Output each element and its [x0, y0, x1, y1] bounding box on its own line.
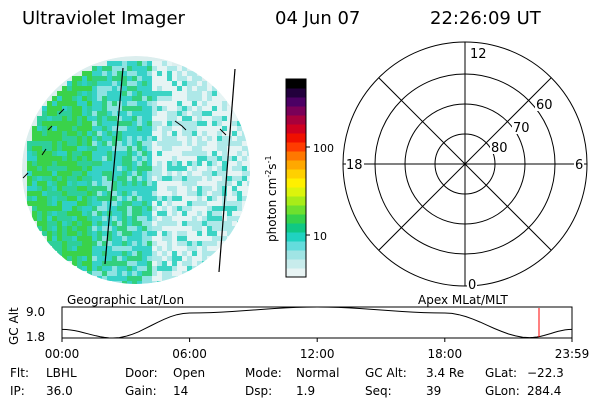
label-backing [574, 157, 584, 171]
colorbar-cell [286, 169, 306, 179]
coastline-segment [219, 128, 227, 136]
status-key: GC Alt: [365, 366, 407, 380]
intensity-colorbar: 100 10 photon cm-2s-1 [264, 78, 334, 278]
coastline-segment [22, 172, 29, 179]
status-key: Gain: [125, 384, 157, 398]
disk-pixels [22, 56, 250, 284]
time-tick-label: 12:00 [300, 347, 335, 361]
instrument-title: Ultraviolet Imager [22, 8, 186, 29]
colorbar-cell [286, 79, 306, 89]
colorbar-cell [286, 160, 306, 170]
polar-labels: 12 18 6 0 60 70 80 [346, 47, 584, 293]
mlat-label-70: 70 [513, 121, 530, 136]
colorbar-tick-label: 100 [313, 142, 334, 155]
mlt-label-6: 6 [575, 158, 583, 173]
time-tick-label: 18:00 [428, 347, 463, 361]
coastline-segment [47, 125, 53, 131]
colorbar-cell [286, 223, 306, 233]
status-key: Mode: [245, 366, 282, 380]
colorbar-cell [286, 88, 306, 98]
status-value: 39 [426, 384, 441, 398]
colorbar-cell [286, 142, 306, 152]
colorbar-cell [286, 97, 306, 107]
uv-earth-image [22, 56, 250, 284]
label-backing [346, 157, 364, 171]
status-value: Open [173, 366, 205, 380]
time-tick-label: 00:00 [45, 347, 80, 361]
label-backing [490, 140, 509, 154]
colorbar-cell [286, 115, 306, 125]
coastline-segment [174, 120, 187, 131]
coastline-segment [41, 148, 47, 156]
label-backing [535, 97, 554, 111]
orbit-y-min-label: 1.8 [26, 330, 45, 344]
orbit-plot-frame [61, 306, 573, 339]
status-key: IP: [10, 384, 25, 398]
colorbar-cell [286, 259, 306, 269]
colorbar-cell [286, 106, 306, 116]
colorbar-cell [286, 232, 306, 242]
time-axis-ticks: 00:00 06:00 12:00 18:00 23:59 [45, 338, 590, 361]
colorbar-cell [286, 241, 306, 251]
mlt-label-18: 18 [346, 158, 363, 173]
time-tick-label: 06:00 [172, 347, 207, 361]
status-value: 1.9 [296, 384, 315, 398]
status-value: 36.0 [46, 384, 73, 398]
orbit-right-label: Apex MLat/MLT [418, 293, 508, 307]
colorbar-unit-label: photon cm-2s-1 [264, 155, 279, 242]
status-value: 14 [173, 384, 188, 398]
label-backing [467, 278, 477, 291]
altitude-curve [61, 306, 573, 339]
colorbar-cell [286, 187, 306, 197]
colorbar-cell [286, 178, 306, 188]
status-value: 284.4 [527, 384, 561, 398]
orbit-y-max-label: 9.0 [26, 305, 45, 319]
status-key: Door: [125, 366, 158, 380]
status-panel: Flt: LBHL Door: Open Mode: Normal GC Alt: 3.4 R… [10, 366, 564, 398]
observation-date: 04 Jun 07 [275, 8, 360, 29]
colorbar-cell [286, 196, 306, 206]
status-key: Dsp: [245, 384, 272, 398]
mlt-label-0: 0 [468, 278, 476, 293]
meridian-line [104, 67, 124, 265]
colorbar-cell [286, 205, 306, 215]
colorbar-frame [285, 78, 307, 278]
observation-time: 22:26:09 UT [430, 8, 542, 29]
mlat-label-80: 80 [491, 141, 508, 156]
mlt-label-12: 12 [470, 47, 487, 62]
mlat-label-60: 60 [536, 98, 553, 113]
mlt-meridian [378, 77, 552, 251]
status-value: LBHL [46, 366, 77, 380]
colorbar-tick-label: 10 [313, 230, 327, 243]
meridian-line [218, 68, 236, 273]
status-value: 3.4 Re [426, 366, 464, 380]
status-value: Normal [296, 366, 339, 380]
colorbar-cell [286, 250, 306, 260]
status-value: −22.3 [527, 366, 564, 380]
time-tick-label: 23:59 [555, 347, 590, 361]
colorbar-cell [286, 151, 306, 161]
label-backing [512, 120, 531, 134]
orbit-y-axis-label: GC Alt [7, 307, 21, 345]
colorbar-cell [286, 268, 306, 278]
status-key: Seq: [365, 384, 392, 398]
colorbar-cell [286, 214, 306, 224]
status-key: GLon: [485, 384, 520, 398]
polar-grid [342, 41, 588, 287]
colorbar-cell [286, 124, 306, 134]
orbit-left-label: Geographic Lat/Lon [67, 293, 184, 307]
status-key: GLat: [485, 366, 517, 380]
orbit-altitude-plot: Geographic Lat/Lon Apex MLat/MLT GC Alt … [7, 293, 589, 361]
coastline-segment [58, 108, 65, 115]
status-key: Flt: [10, 366, 29, 380]
colorbar-cell [286, 133, 306, 143]
label-backing [469, 47, 485, 60]
